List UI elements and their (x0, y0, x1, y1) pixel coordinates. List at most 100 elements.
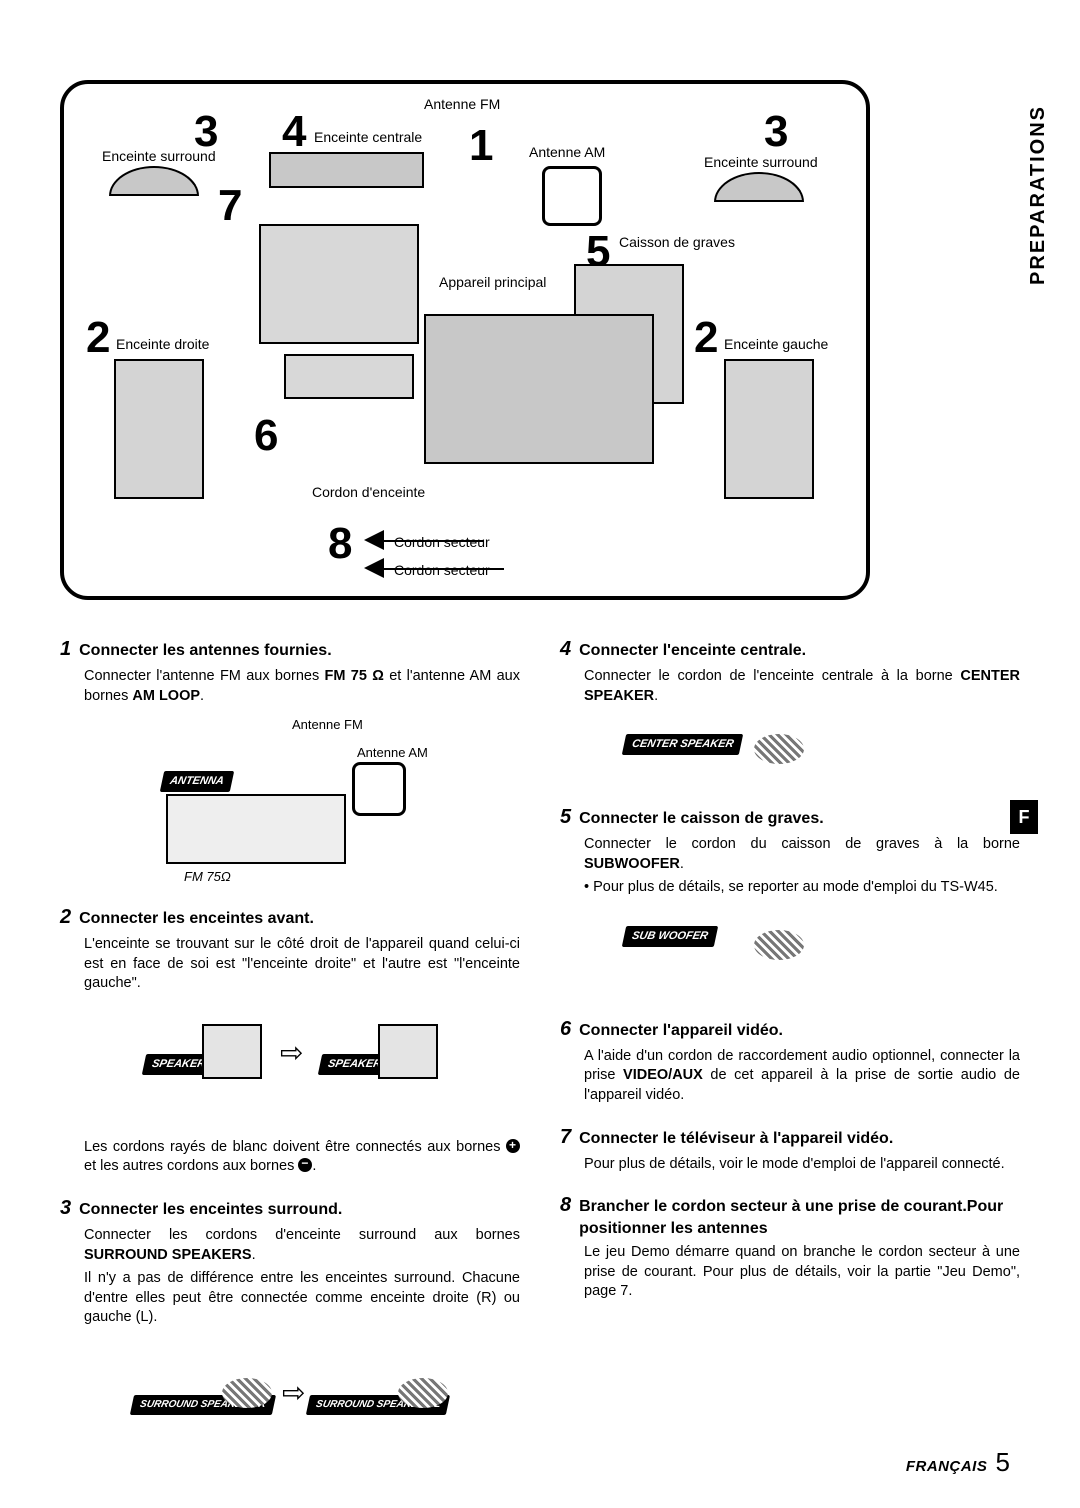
illustration-antennas: Antenne FM Antenne AM ANTENNA FM 75Ω (142, 716, 462, 886)
label-enceinte-centrale: Enceinte centrale (314, 129, 422, 145)
plus-icon (506, 1139, 520, 1153)
step-3: 3 Connecter les enceintes surround. Conn… (60, 1195, 520, 1438)
shape-am-loop (542, 166, 602, 226)
step-text: Pour plus de détails, voir le mode d'emp… (584, 1155, 1020, 1175)
step-title: Connecter les antennes fournies. (79, 640, 332, 662)
arrow-icon (364, 558, 384, 578)
shape-main-unit (424, 314, 654, 464)
illus-badge: ANTENNA (162, 771, 232, 792)
instructions: 1 Connecter les antennes fournies. Conne… (60, 636, 1020, 1456)
connection-diagram: Antenne FM Antenne AM Enceinte centrale … (60, 80, 870, 600)
illustration-center-speaker: CENTER SPEAKER (624, 716, 864, 786)
step-6: 6 Connecter l'appareil vidéo. A l'aide d… (560, 1016, 1020, 1106)
language-badge: F (1010, 800, 1038, 834)
insert-arrow-icon: ⇨ (280, 1034, 303, 1072)
step-text: Connecter les cordons d'enceinte surroun… (84, 1226, 520, 1265)
step-1: 1 Connecter les antennes fournies. Conne… (60, 636, 520, 886)
illus-main-unit (166, 794, 346, 864)
cable-icon (754, 930, 804, 960)
step-num: 5 (560, 804, 571, 831)
step-text: L'enceinte se trouvant sur le côté droit… (84, 935, 520, 994)
step-num: 4 (560, 636, 571, 663)
diagram-num-4: 4 (282, 110, 306, 154)
step-text: Il n'y a pas de différence entre les enc… (84, 1269, 520, 1328)
illus-badge: SUB WOOFER (624, 926, 716, 947)
step-title: Connecter le caisson de graves. (579, 808, 824, 830)
step-4: 4 Connecter l'enceinte centrale. Connect… (560, 636, 1020, 786)
label-cordon-enceinte: Cordon d'enceinte (312, 484, 425, 500)
shape-surround-l (109, 166, 199, 196)
illustration-front-speakers: SPEAKERS R SPEAKERS L ⇨ (132, 1004, 472, 1124)
footer-page-number: 5 (996, 1447, 1010, 1477)
label-antenne-am: Antenne AM (529, 144, 605, 160)
cable-icon (754, 734, 804, 764)
step-title: Connecter l'appareil vidéo. (579, 1020, 783, 1042)
diagram-num-6: 6 (254, 414, 278, 458)
step-text: A l'aide d'un cordon de raccordement aud… (584, 1047, 1020, 1106)
diagram-num-2b: 2 (694, 316, 718, 360)
shape-right-speaker (114, 359, 204, 499)
illustration-subwoofer: SUB WOOFER (624, 908, 864, 998)
line (384, 568, 504, 570)
line (384, 540, 484, 542)
step-title: Connecter l'enceinte centrale. (579, 640, 806, 662)
step-bullet: • Pour plus de détails, se reporter au m… (584, 878, 1020, 898)
step-8: 8 Brancher le cordon secteur à une prise… (560, 1192, 1020, 1302)
left-column: 1 Connecter les antennes fournies. Conne… (60, 636, 520, 1456)
step-title: Connecter les enceintes avant. (79, 908, 314, 930)
label-caisson: Caisson de graves (619, 234, 735, 250)
step-num: 6 (560, 1016, 571, 1043)
illus-label-am: Antenne AM (357, 744, 428, 762)
cable-icon (222, 1378, 272, 1408)
illus-label-fm: Antenne FM (292, 716, 363, 734)
step-text: Le jeu Demo démarre quand on branche le … (584, 1243, 1020, 1302)
shape-video-unit (284, 354, 414, 399)
label-appareil-principal: Appareil principal (439, 274, 509, 290)
step-title: Connecter le téléviseur à l'appareil vid… (579, 1128, 893, 1150)
step-text: Connecter le cordon de l'enceinte centra… (584, 667, 1020, 706)
diagram-num-8: 8 (328, 522, 352, 566)
footer-language: FRANÇAIS (906, 1458, 988, 1475)
minus-icon (298, 1158, 312, 1172)
illus-badge: CENTER SPEAKER (624, 734, 741, 755)
diagram-num-7: 7 (218, 184, 242, 228)
section-tab-text: PREPARATIONS (1027, 105, 1049, 285)
label-enceinte-gauche: Enceinte gauche (724, 336, 828, 352)
page-footer: FRANÇAIS 5 (906, 1447, 1010, 1478)
diagram-num-3b: 3 (764, 110, 788, 154)
step-note: Les cordons rayés de blanc doivent être … (84, 1138, 520, 1177)
label-enceinte-droite: Enceinte droite (116, 336, 209, 352)
illustration-surround-speakers: SURROUND SPEAKERS R SURROUND SPEAKERS L … (132, 1338, 472, 1438)
illus-am-loop (352, 762, 406, 816)
step-text: Connecter l'antenne FM aux bornes FM 75 … (84, 667, 520, 706)
label-cordon-secteur-1: Cordon secteur (394, 534, 490, 550)
right-column: 4 Connecter l'enceinte centrale. Connect… (560, 636, 1020, 1456)
illus-terminal (378, 1024, 438, 1079)
step-text: Connecter le cordon du caisson de graves… (584, 835, 1020, 874)
diagram-num-3a: 3 (194, 110, 218, 154)
section-tab: PREPARATIONS (1027, 105, 1050, 285)
shape-surround-r (714, 172, 804, 202)
step-title: Connecter les enceintes surround. (79, 1199, 342, 1221)
step-num: 8 (560, 1192, 571, 1219)
shape-center-speaker (269, 152, 424, 188)
step-num: 3 (60, 1195, 71, 1222)
arrow-icon (364, 530, 384, 550)
label-cordon-secteur-2: Cordon secteur (394, 562, 490, 578)
insert-arrow-icon: ⇨ (282, 1374, 305, 1412)
diagram-num-2a: 2 (86, 316, 110, 360)
cable-icon (398, 1378, 448, 1408)
step-2: 2 Connecter les enceintes avant. L'encei… (60, 904, 520, 1177)
step-7: 7 Connecter le téléviseur à l'appareil v… (560, 1124, 1020, 1175)
illus-terminal (202, 1024, 262, 1079)
step-num: 7 (560, 1124, 571, 1151)
label-enceinte-surround-r: Enceinte surround (704, 154, 818, 170)
step-num: 2 (60, 904, 71, 931)
shape-left-speaker (724, 359, 814, 499)
diagram-num-1: 1 (469, 124, 493, 168)
illus-label-fm75: FM 75Ω (184, 868, 231, 886)
step-num: 1 (60, 636, 71, 663)
shape-tv (259, 224, 419, 344)
label-antenne-fm: Antenne FM (424, 96, 500, 112)
step-title: Brancher le cordon secteur à une prise d… (579, 1196, 1020, 1239)
